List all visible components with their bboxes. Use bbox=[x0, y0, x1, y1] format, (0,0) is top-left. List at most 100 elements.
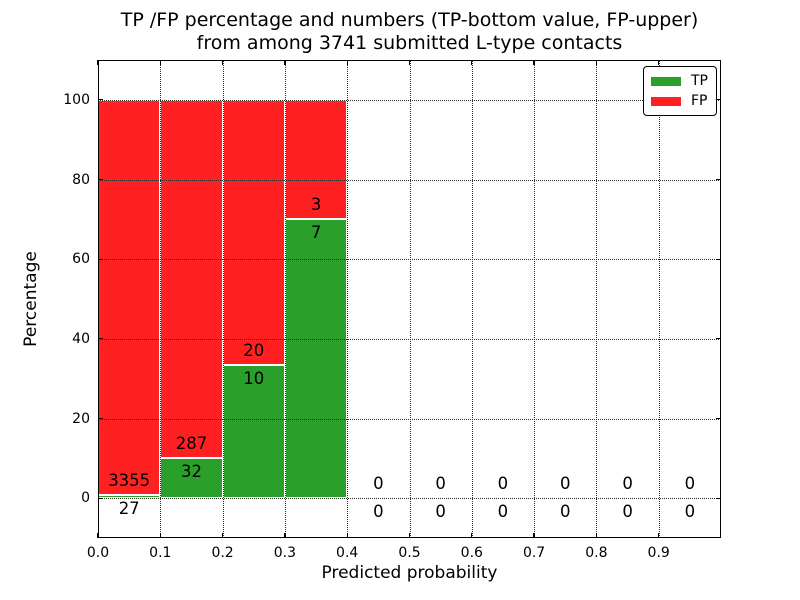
y-tick-mark bbox=[98, 258, 103, 260]
y-tick-label: 100 bbox=[63, 91, 90, 108]
fp-count-label: 20 bbox=[243, 341, 265, 361]
x-tick-mark bbox=[658, 60, 660, 65]
chart-title: TP /FP percentage and numbers (TP-bottom… bbox=[98, 9, 721, 55]
legend-item-tp: TP bbox=[651, 74, 708, 88]
gridline-vertical bbox=[534, 60, 536, 538]
x-tick-mark bbox=[346, 60, 348, 65]
x-tick-mark bbox=[159, 533, 161, 538]
x-tick-mark bbox=[221, 533, 224, 538]
tp-count-label: 10 bbox=[243, 368, 265, 388]
fp-count-label: 0 bbox=[622, 473, 633, 493]
x-tick-mark bbox=[471, 60, 473, 65]
tp-count-label: 32 bbox=[181, 461, 202, 481]
gridline-vertical bbox=[596, 60, 598, 538]
y-tick-mark bbox=[98, 178, 103, 181]
x-tick-mark bbox=[595, 60, 598, 65]
gridline-horizontal bbox=[98, 99, 721, 101]
x-tick-label: 0.0 bbox=[86, 545, 110, 561]
tp-count-label: 27 bbox=[118, 498, 140, 518]
x-tick-label: 0.6 bbox=[460, 545, 483, 561]
x-tick-label: 0.4 bbox=[336, 545, 359, 561]
x-tick-mark bbox=[346, 533, 348, 538]
x-tick-label: 0.7 bbox=[522, 545, 546, 561]
y-tick-mark bbox=[716, 258, 721, 260]
fp-count-label: 3355 bbox=[108, 470, 151, 490]
x-tick-mark bbox=[221, 60, 224, 65]
y-tick-label: 60 bbox=[72, 251, 90, 268]
x-tick-label: 0.8 bbox=[585, 545, 608, 561]
gridline-horizontal bbox=[98, 179, 721, 181]
gridline-vertical bbox=[409, 60, 411, 538]
legend-swatch-tp bbox=[651, 76, 681, 86]
legend-item-fp: FP bbox=[651, 94, 708, 108]
fp-count-label: 0 bbox=[684, 473, 696, 493]
x-tick-label: 0.9 bbox=[647, 545, 670, 561]
x-tick-mark bbox=[284, 533, 286, 538]
chart-title-line2: from among 3741 submitted L-type contact… bbox=[196, 32, 623, 54]
tp-count-label: 0 bbox=[435, 501, 446, 521]
gridline-vertical bbox=[160, 60, 162, 538]
x-tick-mark bbox=[408, 60, 411, 65]
gridline-vertical bbox=[284, 60, 286, 538]
gridline-vertical bbox=[222, 60, 224, 538]
bar-segment-fp bbox=[222, 99, 285, 366]
x-tick-mark bbox=[408, 533, 411, 538]
x-tick-mark bbox=[97, 533, 99, 538]
tp-count-label: 0 bbox=[622, 501, 633, 521]
bar-segment-fp bbox=[160, 99, 223, 459]
tp-count-label: 0 bbox=[373, 501, 384, 521]
tp-count-label: 7 bbox=[310, 222, 322, 242]
fp-count-label: 287 bbox=[175, 433, 208, 453]
gridline-vertical bbox=[658, 60, 660, 538]
gridline-horizontal bbox=[98, 338, 721, 340]
bar-segment-fp bbox=[284, 99, 348, 220]
x-tick-mark bbox=[533, 533, 535, 538]
y-tick-mark bbox=[716, 178, 721, 181]
y-tick-mark bbox=[716, 497, 721, 499]
x-axis-label: Predicted probability bbox=[321, 563, 498, 583]
chart-title-line1: TP /FP percentage and numbers (TP-bottom… bbox=[120, 9, 699, 31]
y-tick-mark bbox=[98, 338, 103, 340]
legend-label-tp: TP bbox=[691, 73, 708, 89]
bar-segment-tp bbox=[284, 219, 348, 499]
legend-swatch-fp bbox=[651, 96, 681, 106]
legend-label-fp: FP bbox=[691, 93, 708, 109]
bar-segment-tp bbox=[160, 458, 223, 499]
gridline-vertical bbox=[471, 60, 473, 538]
y-tick-mark bbox=[716, 99, 721, 101]
y-tick-label: 0 bbox=[81, 490, 90, 507]
tp-count-label: 0 bbox=[497, 501, 509, 521]
x-tick-label: 0.2 bbox=[211, 545, 234, 561]
y-tick-mark bbox=[716, 338, 721, 340]
bar-segment-fp bbox=[98, 99, 161, 495]
x-tick-mark bbox=[658, 533, 660, 538]
fp-count-label: 0 bbox=[435, 473, 446, 493]
x-tick-mark bbox=[159, 60, 161, 65]
y-tick-mark bbox=[716, 417, 721, 420]
tp-count-label: 0 bbox=[560, 501, 571, 521]
gridline-horizontal bbox=[98, 259, 721, 261]
fp-count-label: 0 bbox=[373, 473, 384, 493]
x-tick-mark bbox=[533, 60, 535, 65]
gridline-vertical bbox=[347, 60, 349, 538]
x-tick-mark bbox=[471, 533, 473, 538]
x-tick-mark bbox=[595, 533, 598, 538]
x-tick-label: 0.3 bbox=[273, 545, 297, 561]
y-tick-mark bbox=[98, 497, 103, 499]
x-tick-mark bbox=[97, 60, 99, 65]
x-tick-label: 0.5 bbox=[398, 545, 421, 561]
x-tick-mark bbox=[284, 60, 286, 65]
y-tick-label: 80 bbox=[72, 171, 90, 188]
gridline-horizontal bbox=[98, 498, 721, 500]
fp-count-label: 3 bbox=[310, 195, 322, 215]
fp-count-label: 0 bbox=[560, 473, 571, 493]
y-tick-label: 40 bbox=[72, 330, 90, 347]
fp-count-label: 0 bbox=[497, 473, 509, 493]
y-tick-mark bbox=[98, 99, 103, 101]
y-tick-mark bbox=[98, 417, 103, 420]
legend: TP FP bbox=[643, 66, 717, 116]
plot-area: TP FP 3355 27 287 32 20 10 3 7 0 0 0 0 0 0 0 0 0 0 0 0 bbox=[97, 60, 721, 538]
bar-segment-tp bbox=[222, 365, 285, 499]
y-tick-label: 20 bbox=[72, 410, 90, 427]
gridline-horizontal bbox=[98, 418, 721, 420]
